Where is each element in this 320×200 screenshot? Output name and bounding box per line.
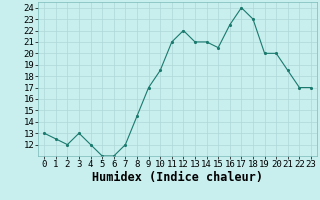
X-axis label: Humidex (Indice chaleur): Humidex (Indice chaleur) <box>92 171 263 184</box>
